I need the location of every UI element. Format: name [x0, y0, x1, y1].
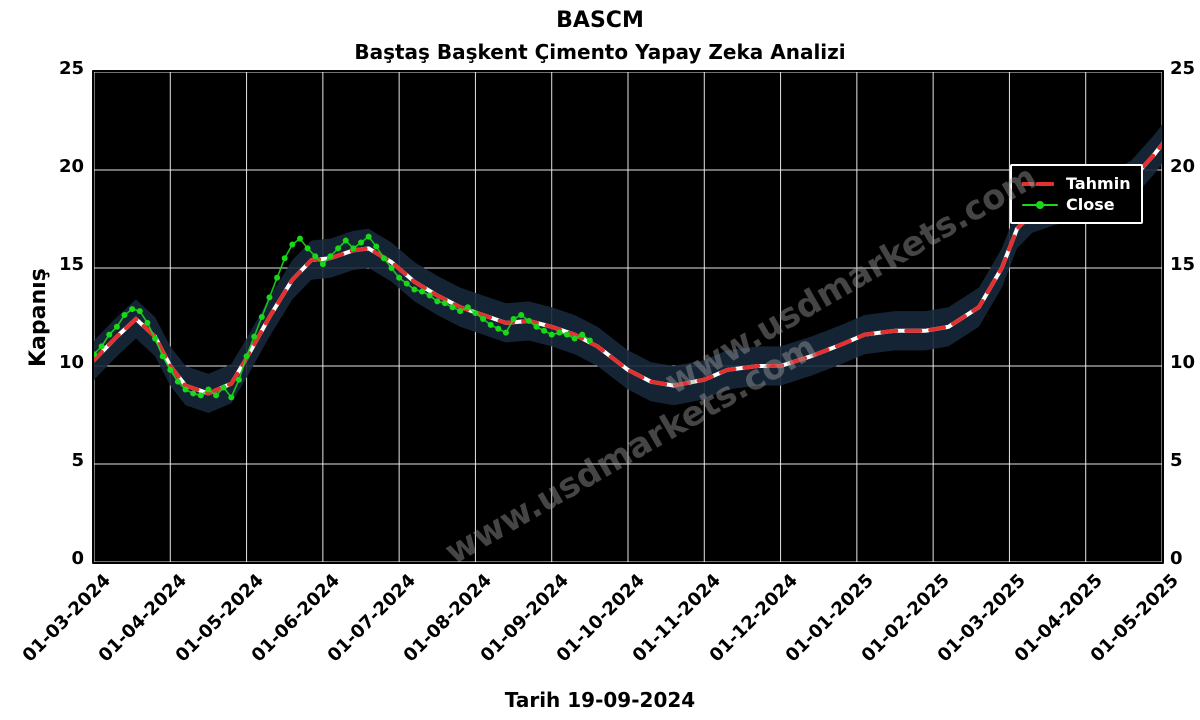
- y-tick-label: 5: [50, 450, 84, 471]
- legend-swatch: [1022, 177, 1058, 191]
- y-axis-label: Kapanış: [26, 268, 51, 367]
- plot-svg: [94, 72, 1162, 562]
- y-tick-label: 20: [50, 156, 84, 177]
- y-tick-label: 0: [50, 548, 84, 569]
- x-axis-label: Tarih 19-09-2024: [0, 688, 1200, 712]
- legend-swatch: [1022, 198, 1058, 212]
- y-tick-label: 15: [50, 254, 84, 275]
- chart-title: BASCM: [0, 8, 1200, 33]
- chart-subtitle: Baştaş Başkent Çimento Yapay Zeka Analiz…: [0, 40, 1200, 64]
- y-tick-label-right: 10: [1170, 352, 1195, 373]
- y-tick-label: 10: [50, 352, 84, 373]
- y-tick-label-right: 15: [1170, 254, 1195, 275]
- y-tick-label: 25: [50, 58, 84, 79]
- chart-container: { "title": "BASCM", "subtitle": "Baştaş …: [0, 0, 1200, 720]
- y-tick-label-right: 20: [1170, 156, 1195, 177]
- legend: Tahmin Close: [1010, 164, 1143, 224]
- y-tick-label-right: 25: [1170, 58, 1195, 79]
- y-tick-label-right: 0: [1170, 548, 1183, 569]
- y-tick-label-right: 5: [1170, 450, 1183, 471]
- legend-item: Close: [1022, 195, 1131, 214]
- plot-area: [92, 70, 1164, 564]
- legend-label: Tahmin: [1066, 174, 1131, 193]
- legend-item: Tahmin: [1022, 174, 1131, 193]
- legend-label: Close: [1066, 195, 1115, 214]
